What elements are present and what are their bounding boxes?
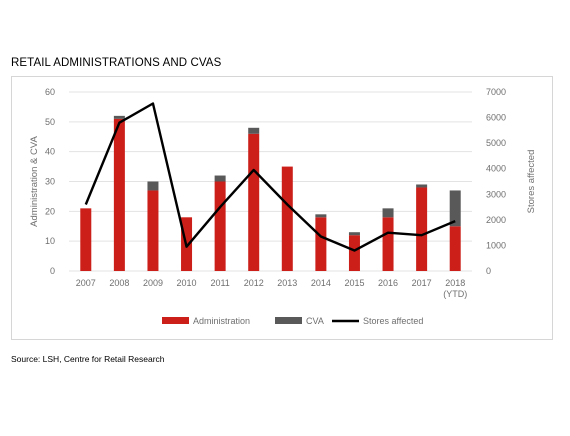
bar-cva (416, 184, 428, 188)
x-tick-label: 2013 (277, 278, 297, 288)
y2-tick-label: 4000 (486, 164, 506, 174)
x-tick-label: 2008 (109, 278, 129, 288)
y2-tick-label: 6000 (486, 113, 506, 123)
y-tick-label: 10 (45, 236, 55, 246)
legend: Administration CVA Stores affected (162, 316, 423, 326)
y2-axis-label: Stores affected (526, 150, 537, 214)
legend-swatch (162, 317, 189, 324)
bar-cva (113, 115, 125, 119)
y2-tick-label: 0 (486, 266, 491, 276)
gridlines (69, 91, 472, 272)
y-tick-label: 50 (45, 117, 55, 127)
bar-administration (315, 217, 327, 271)
y2-tick-label: 2000 (486, 215, 506, 225)
x-tick-label: 2007 (76, 278, 96, 288)
bar-cva (214, 175, 226, 182)
source-note: Source: LSH, Centre for Retail Research (11, 354, 165, 364)
x-tick-label: 2014 (311, 278, 331, 288)
x-tick-label: 2015 (344, 278, 364, 288)
y-tick-label: 40 (45, 147, 55, 157)
y2-tick-label: 7000 (486, 87, 506, 97)
bar-administration (113, 118, 125, 271)
y-axis-left: 0 10 20 30 40 50 60 (45, 87, 55, 276)
stores-affected-line (84, 102, 456, 252)
bar-administration (80, 208, 92, 271)
bar-administration (382, 217, 394, 271)
y2-tick-label: 5000 (486, 138, 506, 148)
y-tick-label: 0 (50, 266, 55, 276)
x-tick-label: 2011 (210, 278, 229, 288)
line-series (84, 102, 456, 252)
x-tick-label: 2012 (244, 278, 264, 288)
y-tick-label: 30 (45, 177, 55, 187)
bar-administration (281, 166, 293, 271)
legend-swatch (275, 317, 302, 324)
x-tick-sublabel: (YTD) (443, 289, 467, 299)
y2-tick-label: 3000 (486, 189, 506, 199)
y-tick-label: 20 (45, 206, 55, 216)
y-axis-right: 0 1000 2000 3000 4000 5000 6000 7000 (486, 87, 506, 276)
bar-cva (248, 127, 260, 134)
legend-label: CVA (306, 316, 324, 326)
bar-cva (348, 232, 360, 236)
bar-administration (416, 187, 428, 271)
x-tick-label: 2009 (143, 278, 163, 288)
bar-cva (147, 181, 159, 191)
legend-label: Administration (193, 316, 250, 326)
chart-frame: 0 10 20 30 40 50 60 0 1000 2000 3000 4000 5000 6000 7… (11, 76, 553, 340)
x-tick-label: 2016 (378, 278, 398, 288)
legend-label: Stores affected (363, 316, 423, 326)
y2-tick-label: 1000 (486, 240, 506, 250)
y-axis-label: Administration & CVA (29, 136, 40, 227)
x-tick-label: 2018 (445, 278, 465, 288)
bar-administration (348, 235, 360, 271)
bar-administration (449, 226, 461, 271)
bar-cva (315, 214, 327, 218)
bar-administration (147, 190, 159, 271)
chart-title: RETAIL ADMINISTRATIONS AND CVAS (11, 57, 222, 69)
bar-cva (382, 208, 394, 218)
x-tick-label: 2017 (412, 278, 432, 288)
bar-series (80, 115, 461, 271)
bar-administration (248, 133, 260, 271)
x-tick-label: 2010 (177, 278, 197, 288)
y-tick-label: 60 (45, 87, 55, 97)
combo-chart: 0 10 20 30 40 50 60 0 1000 2000 3000 4000 5000 6000 7… (29, 87, 537, 326)
x-axis: 2007 2008 2009 2010 2011 2012 2013 2014 2015 2016… (76, 278, 467, 299)
bar-cva (449, 190, 461, 227)
bar-administration (214, 181, 226, 271)
